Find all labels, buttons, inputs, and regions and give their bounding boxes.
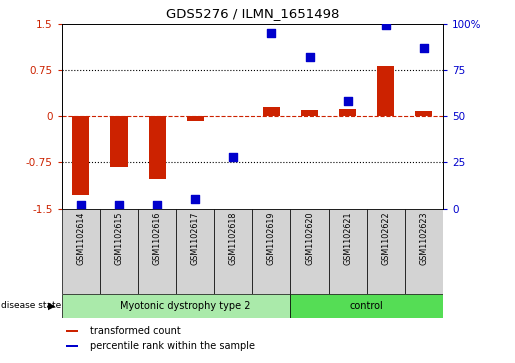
Point (305, 54, 314, 60)
Text: GSM1102621: GSM1102621 (343, 211, 352, 265)
Text: control: control (350, 301, 384, 311)
Text: GSM1102615: GSM1102615 (114, 211, 124, 265)
Bar (110, 116, 128, 167)
Bar (329, 209, 367, 294)
Bar (148, 116, 166, 179)
Point (420, 45, 428, 50)
Title: GDS5276 / ILMN_1651498: GDS5276 / ILMN_1651498 (166, 7, 339, 20)
Bar (301, 110, 318, 116)
Text: GSM1102619: GSM1102619 (267, 211, 276, 265)
Bar (290, 209, 329, 294)
Bar (176, 209, 214, 294)
Point (229, 154, 237, 160)
Text: GSM1102616: GSM1102616 (152, 211, 162, 265)
Bar (62, 294, 290, 318)
Bar (214, 209, 252, 294)
Bar (263, 107, 280, 116)
Point (267, 30, 276, 36)
Text: GSM1102620: GSM1102620 (305, 211, 314, 265)
Text: GSM1102614: GSM1102614 (76, 211, 85, 265)
Bar (65, 345, 78, 347)
Point (344, 98, 352, 104)
Text: percentile rank within the sample: percentile rank within the sample (91, 341, 255, 351)
Bar (290, 294, 443, 318)
Text: GSM1102618: GSM1102618 (229, 211, 238, 265)
Point (115, 202, 123, 208)
Bar (186, 116, 204, 121)
Bar (415, 111, 433, 116)
Bar (100, 209, 138, 294)
Bar (62, 209, 100, 294)
Bar (138, 209, 176, 294)
Text: ▶: ▶ (48, 301, 56, 311)
Text: disease state: disease state (1, 301, 61, 310)
Bar (367, 209, 405, 294)
Text: Myotonic dystrophy type 2: Myotonic dystrophy type 2 (121, 301, 251, 311)
Point (382, 23, 390, 28)
Text: GSM1102623: GSM1102623 (419, 211, 428, 265)
Point (77, 202, 85, 208)
Point (191, 196, 199, 202)
Bar (72, 116, 90, 195)
Bar (252, 209, 290, 294)
Bar (65, 330, 78, 332)
Bar (405, 209, 443, 294)
Text: transformed count: transformed count (91, 326, 181, 336)
Text: GSM1102622: GSM1102622 (381, 211, 390, 265)
Bar (339, 109, 356, 116)
Point (153, 202, 161, 208)
Text: GSM1102617: GSM1102617 (191, 211, 200, 265)
Bar (377, 66, 394, 116)
